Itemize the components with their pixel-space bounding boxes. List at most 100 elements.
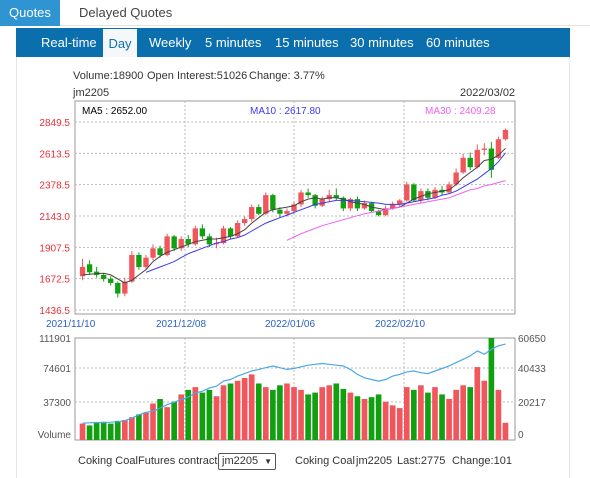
volume-bar — [375, 394, 382, 440]
candle-body — [481, 148, 488, 150]
volume-bar — [340, 388, 347, 440]
candle-body — [270, 195, 276, 210]
ma5-legend: MA5 : 2652.00 — [82, 106, 147, 117]
ma10-legend: MA10 : 2617.80 — [250, 106, 321, 117]
price-tick-label: 2849.5 — [39, 118, 70, 129]
moving-averages — [82, 147, 506, 284]
footer-product: Coking Coal — [78, 455, 138, 467]
candle-body — [460, 157, 466, 173]
period-tab-real-time[interactable]: Real-time — [41, 35, 97, 50]
candle-body — [347, 199, 354, 209]
volume-bar — [425, 392, 431, 440]
open-interest-readout: Open Interest:51026 — [147, 70, 248, 82]
candle-body — [312, 195, 318, 206]
volume-bar — [418, 385, 424, 440]
volume-bar — [270, 389, 276, 440]
period-tab-30-minutes[interactable]: 30 minutes — [350, 35, 414, 50]
volume-bar — [122, 419, 128, 440]
volume-bar — [368, 397, 375, 440]
footer-product-2: Coking Coal — [295, 455, 355, 467]
open-interest-layer — [82, 343, 506, 424]
volume-bar — [93, 422, 100, 440]
candle-body — [100, 274, 107, 279]
open-interest-tick-label: 20217 — [518, 398, 546, 409]
candle-body — [298, 192, 304, 205]
volume-bar — [481, 380, 488, 440]
candle-body — [333, 195, 339, 198]
candle-body — [404, 184, 410, 201]
volume-bar — [114, 420, 121, 440]
candle-body — [474, 149, 480, 168]
candle-body — [206, 236, 213, 245]
tab-quotes[interactable]: Quotes — [0, 0, 60, 26]
volume-tick-label: 37300 — [43, 398, 71, 409]
volume-bar — [319, 387, 326, 440]
open-interest-tick-label: 0 — [518, 430, 524, 441]
candle-body — [375, 211, 382, 216]
candle-body — [192, 228, 198, 245]
volume-bar — [361, 398, 368, 440]
candle-body — [453, 172, 459, 185]
volume-bar — [129, 417, 135, 440]
volume-bar — [178, 394, 185, 440]
price-tick-label: 1436.5 — [39, 306, 70, 317]
volume-bar — [107, 423, 114, 440]
candle-body — [185, 239, 191, 245]
open-interest-tick-label: 40433 — [518, 364, 546, 375]
candle-body — [418, 191, 424, 201]
contract-select[interactable]: jm2205 ▼ — [218, 453, 276, 470]
candle-body — [390, 204, 396, 209]
volume-bar — [305, 394, 311, 440]
period-tab-5-minutes[interactable]: 5 minutes — [205, 35, 262, 50]
volume-bar — [100, 421, 107, 440]
volume-bar — [460, 385, 466, 440]
footer-last-price: Last:2775 — [397, 455, 446, 467]
candle-body — [291, 204, 297, 212]
candle-body — [319, 199, 325, 206]
volume-bar — [354, 396, 361, 440]
candle-body — [150, 248, 156, 258]
date-tick-label: 2021/12/08 — [156, 319, 206, 330]
volume-bar — [298, 389, 304, 440]
volume-bar — [291, 387, 297, 440]
candle-body — [432, 189, 438, 198]
candle-body — [199, 228, 206, 237]
volume-bar — [495, 389, 502, 440]
volume-bar — [432, 387, 438, 440]
candle-body — [495, 139, 502, 158]
candle-body — [326, 195, 332, 200]
volume-bar — [255, 383, 262, 440]
period-tab-day[interactable]: Day — [102, 28, 138, 57]
candle-body — [354, 199, 361, 209]
volume-bar — [213, 396, 220, 440]
volume-bar — [143, 412, 149, 440]
candle-body — [284, 211, 290, 214]
volume-bar — [136, 414, 142, 440]
chart-panel — [16, 57, 570, 478]
period-tab-weekly[interactable]: Weekly — [149, 35, 192, 50]
volume-bar — [150, 403, 156, 440]
candle-body — [305, 192, 311, 196]
tab-delayed-quotes[interactable]: Delayed Quotes — [79, 5, 173, 20]
ma10-line — [145, 152, 506, 273]
price-tick-label: 2613.5 — [39, 149, 70, 160]
volume-tick-label: 74601 — [43, 364, 71, 375]
candle-body — [382, 208, 389, 216]
chevron-down-icon: ▼ — [264, 457, 272, 466]
volume-bar — [439, 394, 445, 440]
candle-body — [277, 209, 283, 214]
volume-bar — [411, 389, 417, 440]
candle-body — [79, 266, 86, 277]
candle-body — [340, 197, 347, 209]
volume-bar — [389, 405, 396, 440]
period-tab-15-minutes[interactable]: 15 minutes — [275, 35, 339, 50]
volume-bar — [277, 385, 283, 440]
candle-body — [178, 239, 184, 249]
date-tick-label: 2021/11/10 — [46, 319, 96, 330]
volume-bar — [234, 380, 241, 440]
volume-bar — [312, 392, 318, 440]
volume-bar — [157, 398, 163, 440]
footer-contracts-label: Futures contracts: — [138, 455, 227, 467]
period-tab-60-minutes[interactable]: 60 minutes — [426, 35, 490, 50]
